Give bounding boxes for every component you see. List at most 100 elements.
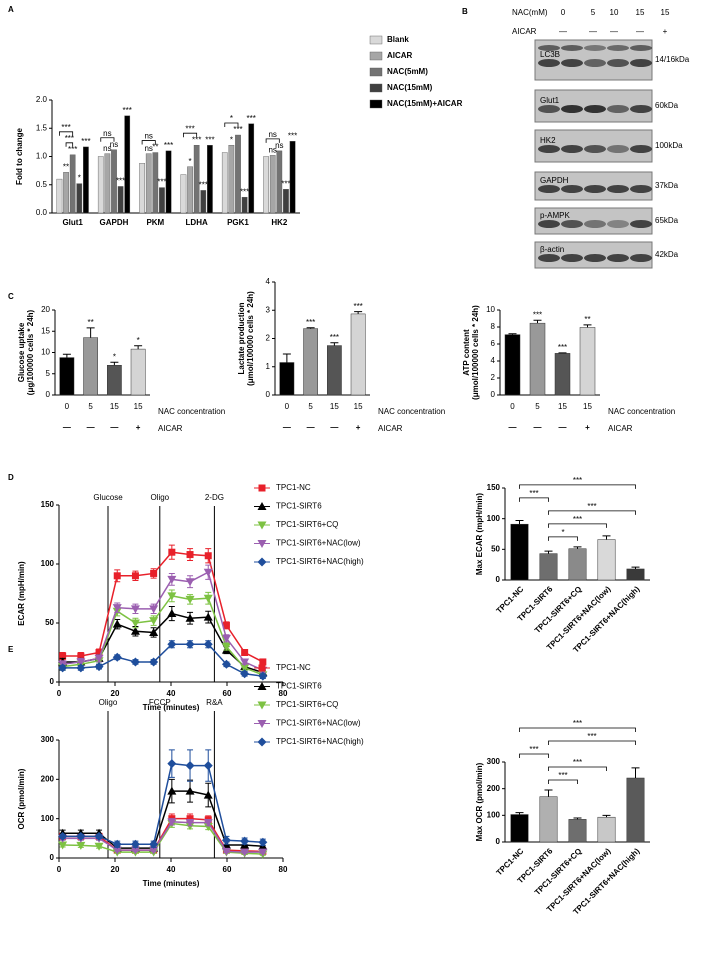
bracket-label: ns xyxy=(103,129,111,138)
legend-marker xyxy=(257,557,267,567)
bar xyxy=(568,548,587,581)
significance-label: *** xyxy=(281,179,290,188)
group-label: + xyxy=(585,423,590,432)
bar xyxy=(327,345,342,396)
event-label: R&A xyxy=(206,698,223,707)
point xyxy=(203,819,213,828)
group-label: + xyxy=(136,423,141,432)
significance-bracket xyxy=(183,132,198,138)
point xyxy=(149,605,159,614)
point xyxy=(258,671,268,681)
point xyxy=(94,662,104,672)
blot-size: 42kDa xyxy=(655,250,679,259)
bar xyxy=(180,174,187,214)
bar xyxy=(200,190,207,214)
event-label: 2-DG xyxy=(205,493,224,502)
bar xyxy=(130,348,146,396)
point xyxy=(221,634,231,643)
point xyxy=(221,643,231,652)
bar xyxy=(83,337,98,396)
bar xyxy=(626,777,645,843)
significance-label: *** xyxy=(199,181,208,190)
bar xyxy=(510,523,529,581)
bar xyxy=(248,123,255,214)
y-axis-label: ECAR (mpH/min) xyxy=(17,561,26,626)
bracket-label: *** xyxy=(558,771,567,780)
point xyxy=(59,652,67,660)
significance-label: *** xyxy=(558,343,567,352)
point xyxy=(185,595,195,604)
point xyxy=(240,658,250,667)
significance-label: ** xyxy=(152,143,158,152)
point xyxy=(95,649,103,656)
point xyxy=(203,639,213,649)
blot-protein: p-AMPK xyxy=(540,211,570,220)
significance-label: * xyxy=(137,336,140,345)
y-tick-label: 100 xyxy=(487,810,501,819)
bar xyxy=(276,150,283,214)
series-line xyxy=(62,595,264,676)
error-bar xyxy=(573,817,582,820)
point xyxy=(221,659,231,669)
legend-label: Blank xyxy=(387,35,409,44)
significance-bracket xyxy=(141,140,156,145)
bracket-label: *** xyxy=(573,515,582,524)
bracket-label: ns xyxy=(268,130,276,139)
y-tick-label: 100 xyxy=(487,514,501,523)
x-axis-label: Time (minutes) xyxy=(143,703,200,712)
blot-band xyxy=(584,59,606,67)
significance-label: ns xyxy=(110,140,118,149)
significance-bracket xyxy=(548,779,578,784)
error-bar xyxy=(354,311,363,314)
significance-label: ns xyxy=(268,145,276,154)
error-bar xyxy=(134,345,143,350)
bar xyxy=(263,156,269,214)
point xyxy=(149,627,159,636)
x-tick-label: 0 xyxy=(285,402,290,411)
x-tick-label: 15 xyxy=(354,402,363,411)
x-tick-label: 15 xyxy=(134,402,143,411)
x-tick-label: 5 xyxy=(535,402,540,411)
bar xyxy=(539,796,558,843)
legend-label: TPC1-SIRT6+NAC(high) xyxy=(276,557,364,566)
event-label: Oligo xyxy=(99,698,118,707)
y-axis-label: Max ECAR (mpH/min) xyxy=(475,493,484,576)
point xyxy=(76,658,86,667)
point xyxy=(240,664,250,673)
point xyxy=(77,652,85,660)
bracket-label: *** xyxy=(529,489,538,498)
legend-marker xyxy=(257,720,267,728)
significance-label: ** xyxy=(88,318,94,327)
bracket-label: *** xyxy=(587,732,596,741)
point xyxy=(167,759,177,769)
y-tick-label: 200 xyxy=(487,784,501,793)
bracket-label: * xyxy=(230,114,233,123)
significance-label: *** xyxy=(123,106,132,115)
y-tick-label: 0 xyxy=(46,390,51,399)
bar xyxy=(76,183,83,214)
blot-size: 100kDa xyxy=(655,141,683,150)
point xyxy=(258,837,268,847)
blot-band xyxy=(584,254,606,262)
point xyxy=(130,657,140,667)
bracket-label: *** xyxy=(587,502,596,511)
significance-label: *** xyxy=(306,318,315,327)
error-bar xyxy=(544,789,553,797)
point xyxy=(167,592,177,601)
series-line xyxy=(62,571,264,671)
x-tick-label: 15 xyxy=(583,402,592,411)
group-label: — xyxy=(509,423,517,432)
bar xyxy=(504,334,521,396)
y-axis-label: (μmol/100000 cells * 24h) xyxy=(246,291,255,386)
legend-marker xyxy=(257,521,267,530)
bar xyxy=(159,187,165,214)
significance-label: *** xyxy=(240,187,249,196)
bar xyxy=(350,313,366,396)
bar xyxy=(554,353,571,396)
point xyxy=(203,594,213,603)
legend-marker xyxy=(257,540,267,548)
point xyxy=(185,613,195,622)
bar xyxy=(83,146,89,214)
point xyxy=(185,578,195,587)
legend-marker xyxy=(257,682,267,690)
